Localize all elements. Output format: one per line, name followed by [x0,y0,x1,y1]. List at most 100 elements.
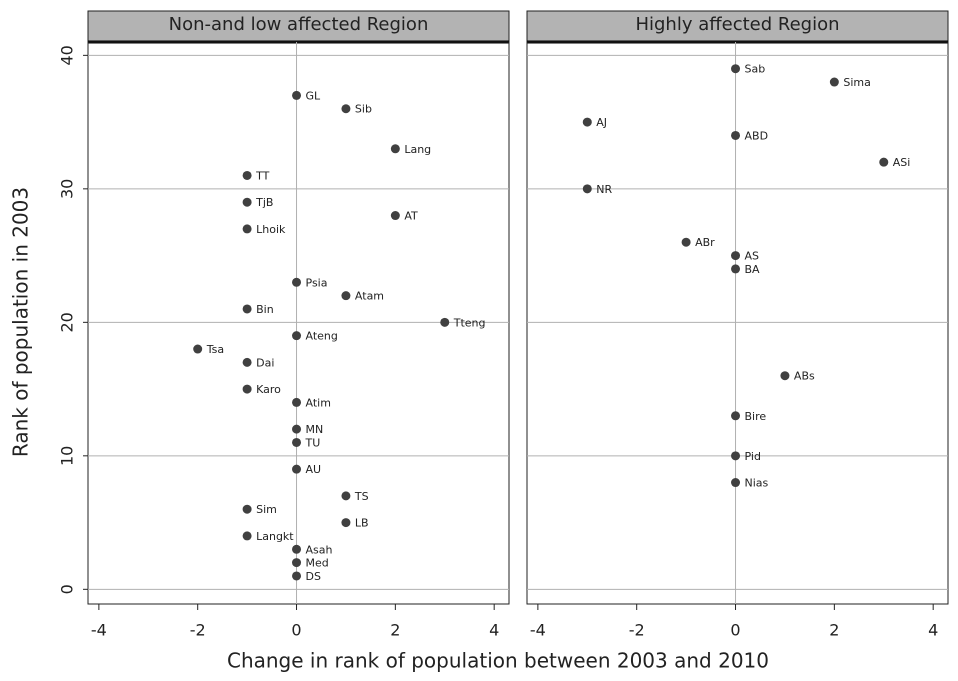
panel-title: Highly affected Region [635,14,839,35]
point [341,104,351,114]
point-label: Nias [745,477,769,490]
point-label: TS [354,490,369,503]
y-tick-label: 0 [58,584,77,594]
point-label: ABs [794,370,815,383]
point [242,357,252,367]
point-label: TU [305,436,321,449]
strip [526,10,949,43]
point [731,451,741,461]
point-label: AT [404,210,418,223]
point-label: Lhoik [256,223,286,236]
point-label: Lang [404,143,431,156]
y-tick-label: 30 [58,179,77,199]
point [341,291,351,301]
point [731,411,741,421]
y-tick-label: 10 [58,446,77,466]
point-label: Atam [355,290,384,303]
point-label: GL [306,89,322,102]
point [731,251,741,261]
point [390,144,400,154]
point [390,211,400,221]
point-label: Tteng [453,316,486,329]
point [292,558,302,568]
point-label: DS [306,570,321,583]
point-label: Pid [745,450,761,463]
point-label: Psia [306,276,328,289]
x-axis-label: Change in rank of population between 200… [227,649,769,673]
point-label: Dai [256,356,274,369]
point-label: Tsa [206,343,224,356]
point [292,544,302,554]
x-tick-label: 2 [829,621,839,640]
point-label: Sib [355,103,372,116]
y-tick-label: 40 [58,45,77,65]
point-label: Bin [256,303,274,316]
point-label: BA [745,263,761,276]
point-label: ASi [893,156,911,169]
point-label: Sim [256,503,277,516]
point [242,224,252,234]
point [780,371,790,381]
point [292,437,302,447]
x-tick-label: 4 [928,621,938,640]
point [292,331,302,341]
point [582,117,592,127]
y-tick-label: 20 [58,312,77,332]
y-axis-label: Rank of population in 2003 [9,187,33,457]
x-tick-label: -4 [530,621,546,640]
point [292,424,302,434]
point [193,344,203,354]
point [731,478,741,488]
point-label: TT [255,169,270,182]
panel-title: Non-and low affected Region [169,14,429,35]
x-tick-label: 2 [390,621,400,640]
point [242,170,252,180]
point-label: Langkt [256,530,294,543]
point-label: Karo [256,383,281,396]
plot-area [87,41,510,605]
point [242,531,252,541]
point [242,304,252,314]
point [341,491,351,501]
point [292,571,302,581]
point [440,317,450,327]
x-tick-label: -4 [91,621,107,640]
point [879,157,889,167]
x-tick-label: 4 [489,621,499,640]
point-label: AJ [596,116,607,129]
point-label: LB [355,517,369,530]
point-label: Bire [745,410,767,423]
point [242,197,252,207]
point [829,77,839,87]
point-label: NR [596,183,612,196]
point [731,264,741,274]
point-label: TjB [255,196,273,209]
point-label: Ateng [306,330,338,343]
point [292,90,302,100]
point [341,518,351,528]
x-tick-label: 0 [730,621,740,640]
point-label: AS [745,250,760,263]
point [582,184,592,194]
point-label: ABD [745,129,769,142]
point-label: ABr [695,236,715,249]
point-label: Asah [306,543,333,556]
plot-area [526,41,949,605]
point [731,130,741,140]
point-label: Sab [745,63,766,76]
point [292,464,302,474]
x-tick-label: 0 [291,621,301,640]
point [242,384,252,394]
point-label: Med [306,557,329,570]
x-tick-label: -2 [190,621,206,640]
strip [87,10,510,43]
x-tick-label: -2 [629,621,645,640]
point [292,397,302,407]
point-label: Sima [843,76,871,89]
point [681,237,691,247]
point [242,504,252,514]
point-label: Atim [306,396,331,409]
point [292,277,302,287]
